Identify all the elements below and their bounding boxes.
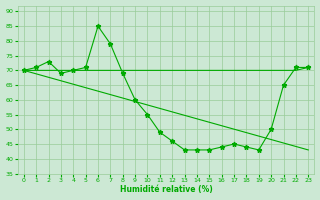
X-axis label: Humidité relative (%): Humidité relative (%) [120,185,212,194]
